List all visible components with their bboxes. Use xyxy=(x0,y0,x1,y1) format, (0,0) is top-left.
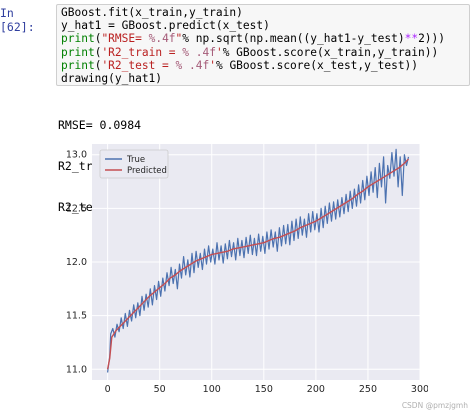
code-token: 2))) xyxy=(418,32,446,46)
code-token: ** xyxy=(404,32,419,46)
code-token: ( xyxy=(94,32,102,46)
y-tick-label: 13.0 xyxy=(66,150,87,161)
legend-box xyxy=(99,149,169,179)
code-cell-input[interactable]: GBoost.fit(x_train,y_train) y_hat1 = GBoo… xyxy=(56,4,470,86)
x-tick-label: 250 xyxy=(359,384,377,395)
x-tick-label: 200 xyxy=(307,384,325,395)
code-token: GBoost.fit(x_train,y_train) xyxy=(61,6,243,19)
output-plot: 0 50 100 150 200 250 300 11.0 11.5 12.0 12.5 13.0 Tr… xyxy=(58,138,429,400)
y-tick-label: 11.5 xyxy=(66,311,87,322)
code-token: ( xyxy=(94,45,102,59)
code-line: print('R2_train = % .4f'% GBoost.score(x… xyxy=(61,46,465,59)
code-token: drawing(y_hat1) xyxy=(61,71,163,85)
x-tick-label: 300 xyxy=(411,384,428,395)
legend-label: Predicted xyxy=(127,166,167,176)
code-token: %.4f xyxy=(141,32,176,46)
x-tick-label: 50 xyxy=(154,384,166,395)
line-chart: 0 50 100 150 200 250 300 11.0 11.5 12.0 12.5 13.0 Tr… xyxy=(66,144,429,395)
code-token: print xyxy=(61,58,95,72)
code-token: % .4f xyxy=(182,45,216,59)
code-token: print xyxy=(61,32,95,46)
code-token: % GBoost.score(x_train,y_train)) xyxy=(222,45,439,59)
code-token: % GBoost.score(x_test,y_test)) xyxy=(215,58,419,72)
code-line: print("RMSE= %.4f"% np.sqrt(np.mean((y_h… xyxy=(61,32,465,45)
y-tick-label: 12.0 xyxy=(66,257,87,268)
code-token: " xyxy=(175,32,183,46)
code-line: GBoost.fit(x_train,y_train) xyxy=(61,6,465,19)
code-token: % np.sqrt(np.mean((y_hat1-y_test) xyxy=(182,32,405,46)
code-token: y_hat1 = GBoost.predict(x_test) xyxy=(61,19,270,33)
y-tick-label: 12.5 xyxy=(66,203,87,214)
code-token: 'R2_train = xyxy=(101,45,183,59)
cell-prompt: In [62]: xyxy=(0,6,35,34)
code-token: ' xyxy=(209,58,216,72)
code-token: print xyxy=(61,45,95,59)
code-line: y_hat1 = GBoost.predict(x_test) xyxy=(61,19,465,32)
watermark: CSDN @pmzjgmh xyxy=(401,401,468,410)
x-tick-label: 100 xyxy=(203,384,221,395)
code-line: print('R2_test = % .4f'% GBoost.score(x_… xyxy=(61,59,465,72)
rmse-output: RMSE= 0.0984 xyxy=(58,118,142,133)
series-line-predicted xyxy=(106,158,410,370)
y-tick-label: 11.0 xyxy=(66,364,87,375)
code-token: ( xyxy=(94,58,102,72)
code-token: 'R2_test = xyxy=(101,58,176,72)
x-tick-label: 150 xyxy=(255,384,273,395)
code-token: "RMSE= xyxy=(101,32,142,46)
x-tick-label: 0 xyxy=(105,384,111,395)
code-token: % .4f xyxy=(175,58,210,72)
code-line: drawing(y_hat1) xyxy=(61,72,465,85)
series-line-true xyxy=(107,148,410,373)
code-token: ' xyxy=(215,45,223,59)
legend-label: True xyxy=(126,155,145,165)
